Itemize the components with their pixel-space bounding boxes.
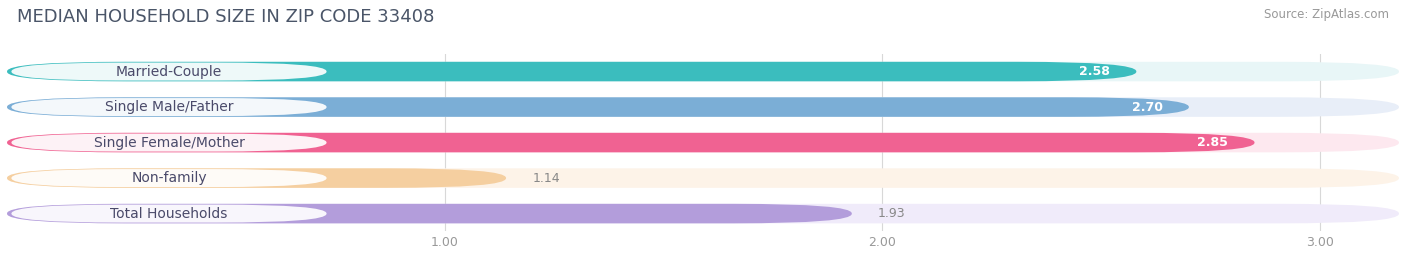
FancyBboxPatch shape [7,97,1189,117]
FancyBboxPatch shape [7,62,1136,81]
FancyBboxPatch shape [11,98,326,116]
Text: Source: ZipAtlas.com: Source: ZipAtlas.com [1264,8,1389,21]
Text: Married-Couple: Married-Couple [115,65,222,79]
FancyBboxPatch shape [7,204,1399,223]
Text: 2.70: 2.70 [1132,101,1163,114]
FancyBboxPatch shape [7,62,1399,81]
Text: 2.85: 2.85 [1198,136,1229,149]
FancyBboxPatch shape [7,133,1399,152]
FancyBboxPatch shape [11,134,326,151]
FancyBboxPatch shape [7,204,852,223]
Text: 1.93: 1.93 [879,207,905,220]
FancyBboxPatch shape [7,168,506,188]
FancyBboxPatch shape [11,169,326,187]
FancyBboxPatch shape [7,133,1254,152]
Text: Total Households: Total Households [110,207,228,221]
Text: 1.14: 1.14 [533,172,560,185]
Text: 2.58: 2.58 [1080,65,1111,78]
Text: Single Female/Mother: Single Female/Mother [94,136,245,150]
Text: MEDIAN HOUSEHOLD SIZE IN ZIP CODE 33408: MEDIAN HOUSEHOLD SIZE IN ZIP CODE 33408 [17,8,434,26]
FancyBboxPatch shape [11,63,326,80]
FancyBboxPatch shape [7,97,1399,117]
Text: Non-family: Non-family [131,171,207,185]
Text: Single Male/Father: Single Male/Father [104,100,233,114]
FancyBboxPatch shape [11,205,326,222]
FancyBboxPatch shape [7,168,1399,188]
